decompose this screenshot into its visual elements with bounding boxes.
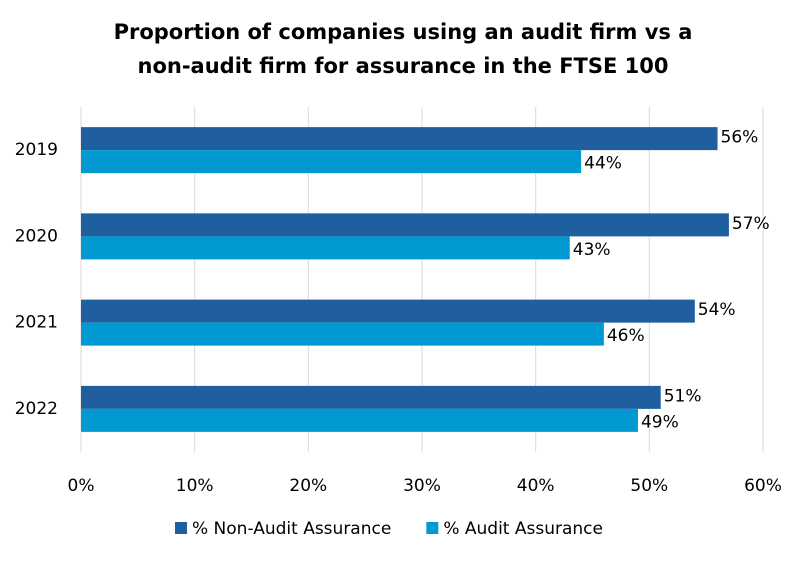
x-tick-label: 0% (68, 476, 95, 496)
data-label: 44% (584, 154, 622, 174)
legend-swatch (175, 522, 187, 534)
bar (81, 236, 570, 260)
bar (81, 150, 582, 174)
y-tick-label: 2022 (15, 399, 58, 419)
legend-label: % Audit Assurance (443, 519, 603, 539)
y-tick-label: 2021 (15, 313, 58, 333)
data-label: 54% (698, 300, 736, 320)
bar (81, 213, 729, 237)
y-tick-label: 2020 (15, 226, 58, 246)
x-tick-label: 20% (289, 476, 327, 496)
data-label: 57% (732, 214, 770, 234)
data-label: 43% (573, 240, 611, 260)
chart-title: non-audit firm for assurance in the FTSE… (138, 54, 669, 78)
x-tick-label: 30% (403, 476, 441, 496)
bar (81, 127, 718, 151)
legend-label: % Non-Audit Assurance (192, 519, 391, 539)
legend-swatch (426, 522, 439, 534)
bar (81, 299, 695, 323)
bar (81, 385, 661, 409)
data-label: 49% (641, 412, 679, 432)
x-tick-label: 50% (630, 476, 668, 496)
chart-title: Proportion of companies using an audit f… (114, 20, 693, 44)
bar (81, 322, 604, 346)
bar (81, 408, 638, 432)
x-tick-label: 10% (176, 476, 214, 496)
data-label: 46% (607, 326, 645, 346)
x-tick-label: 60% (744, 476, 782, 496)
data-label: 51% (664, 386, 702, 406)
x-tick-label: 40% (517, 476, 555, 496)
data-label: 56% (721, 128, 759, 148)
y-tick-label: 2019 (15, 140, 58, 160)
